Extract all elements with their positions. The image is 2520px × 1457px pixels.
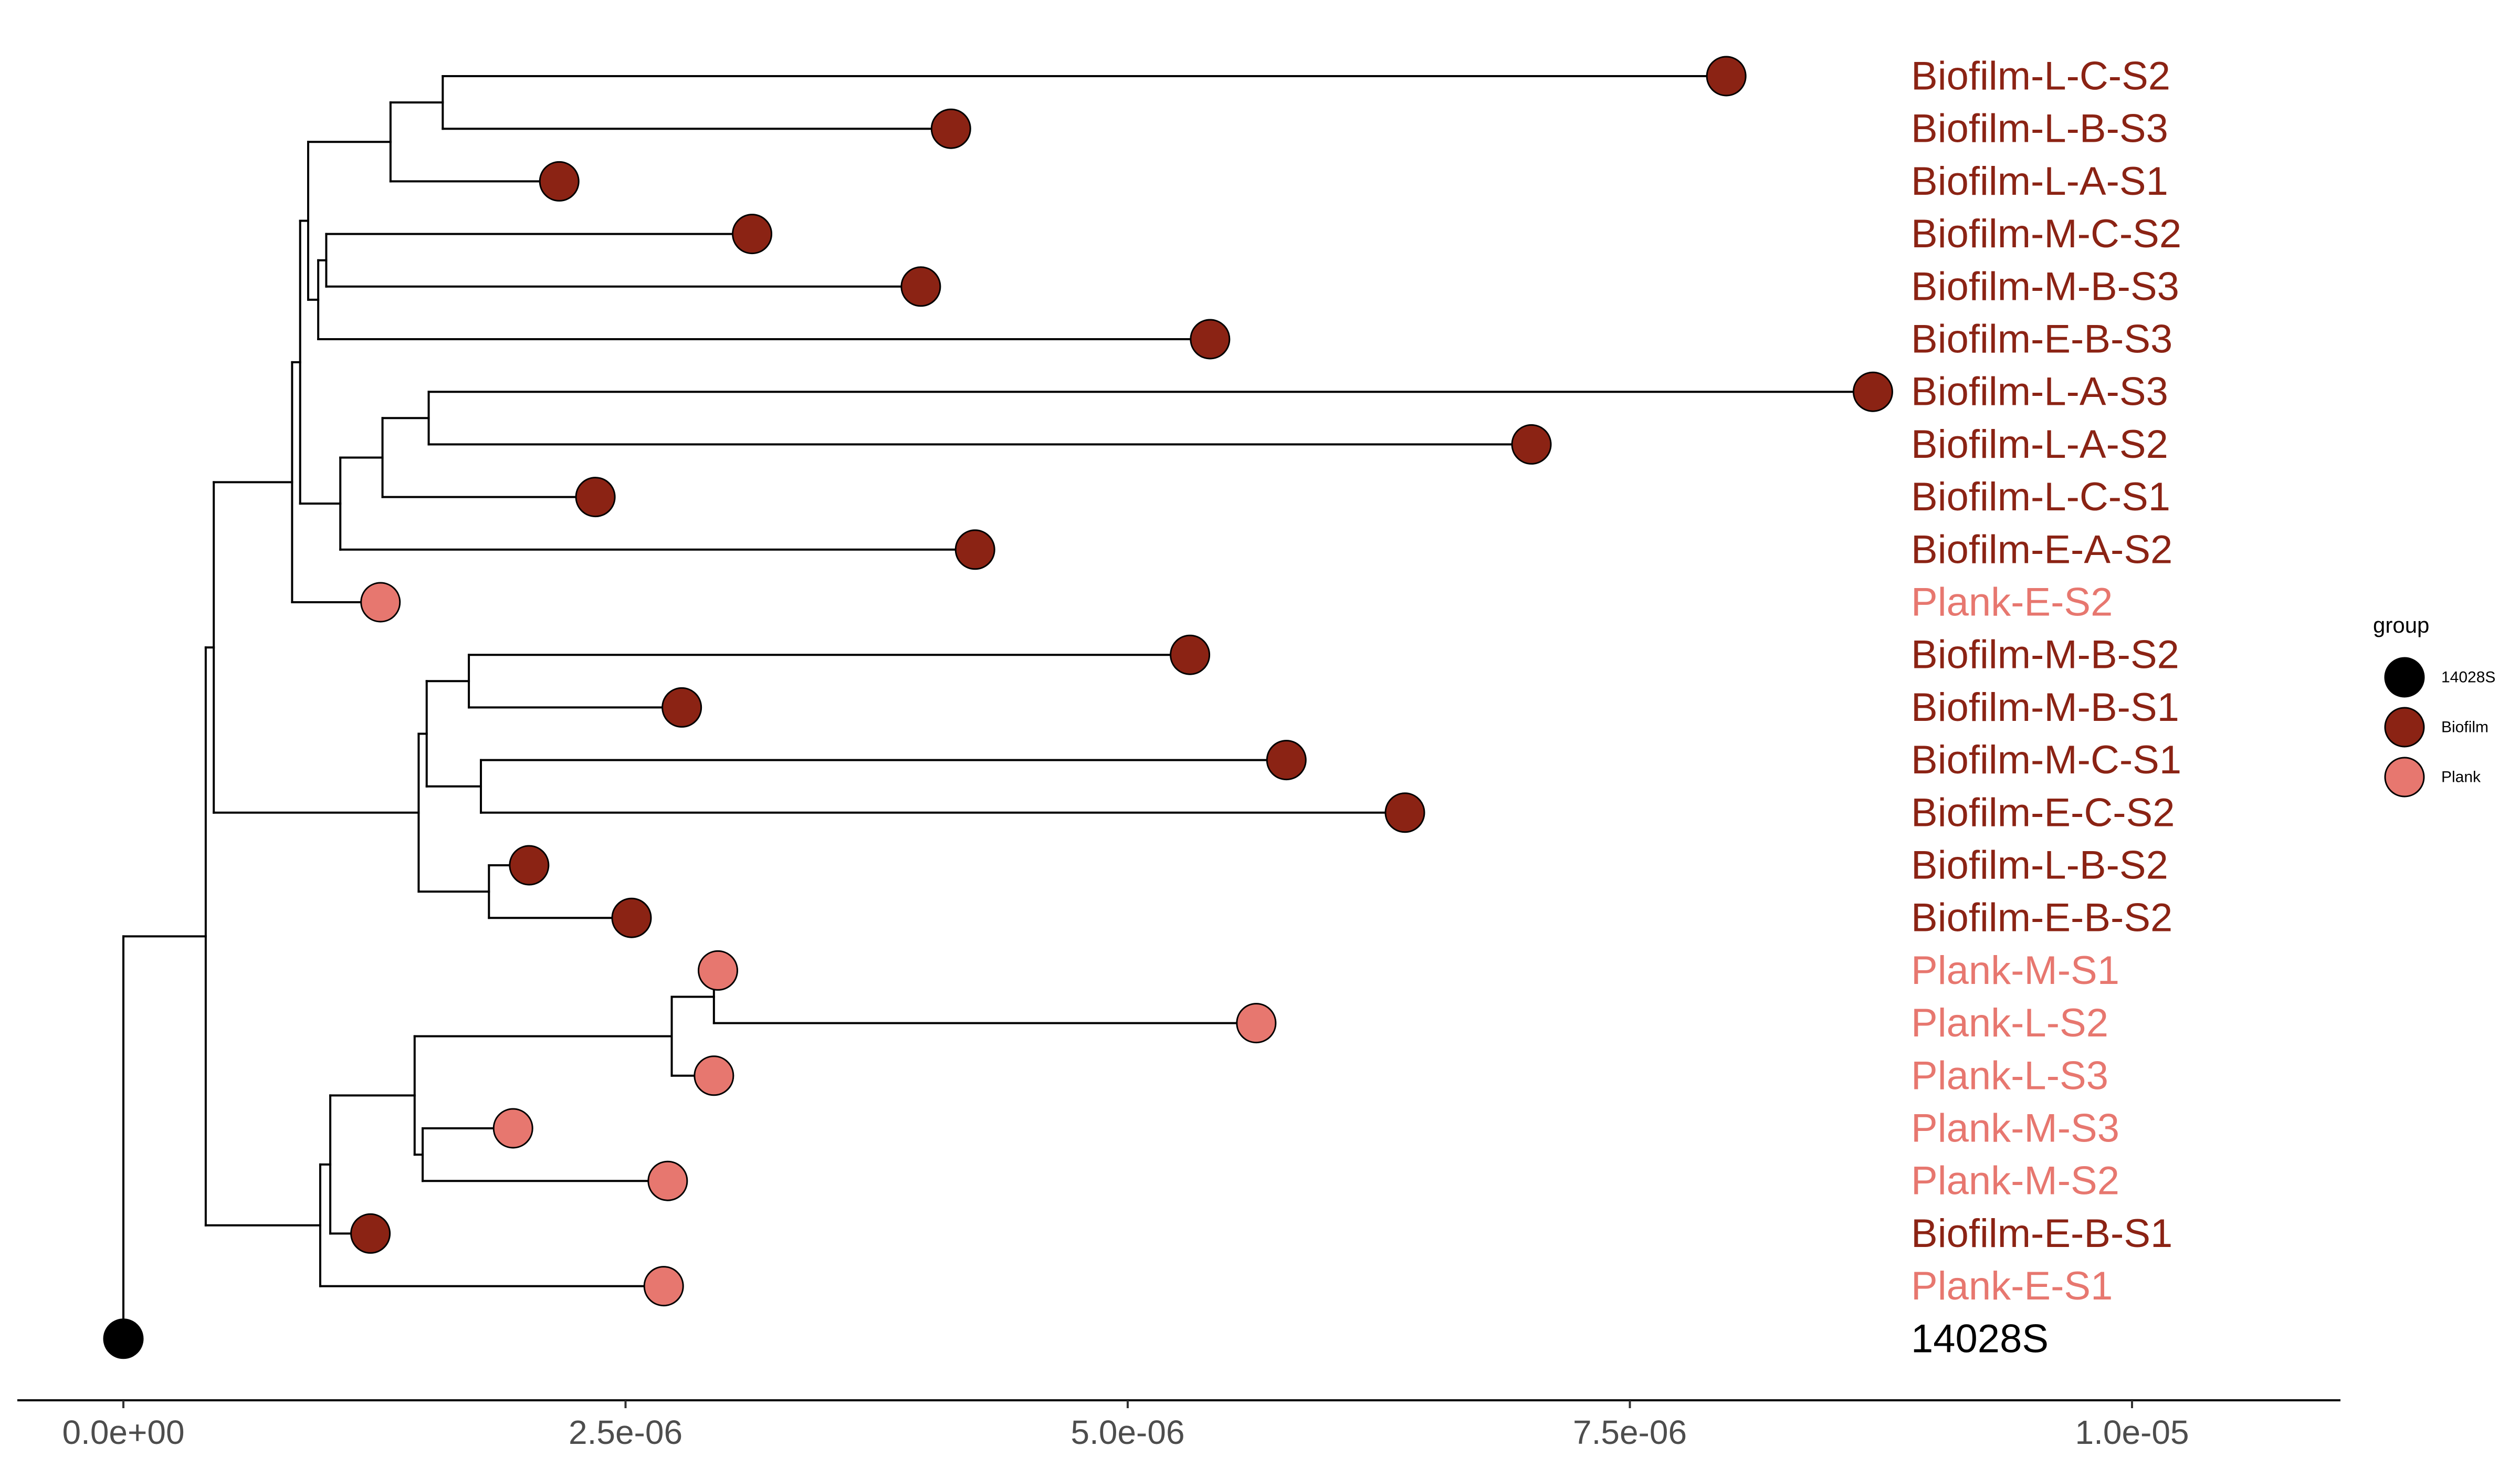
tip-point-biofilm-l-a-s2	[1511, 424, 1552, 465]
tip-point-biofilm-m-b-s2	[1170, 634, 1211, 675]
tip-label-plank-e-s1: Plank-E-S1	[1911, 1264, 2113, 1308]
tip-label-plank-l-s3: Plank-L-S3	[1911, 1053, 2108, 1098]
tip-point-plank-e-s2	[360, 582, 401, 623]
legend-key-plank	[2384, 757, 2425, 798]
tip-label-biofilm-m-b-s1: Biofilm-M-B-S1	[1911, 685, 2179, 730]
tip-point-plank-m-s1	[697, 950, 738, 991]
tip-point-plank-l-s2	[1236, 1003, 1277, 1044]
tip-label-biofilm-e-a-s2: Biofilm-E-A-S2	[1911, 527, 2172, 572]
tip-label-14028s: 14028S	[1911, 1316, 2049, 1361]
tip-point-14028s	[103, 1318, 144, 1359]
tip-point-biofilm-e-b-s3	[1190, 319, 1231, 360]
tip-label-plank-m-s1: Plank-M-S1	[1911, 948, 2119, 993]
legend-label-biofilm: Biofilm	[2441, 719, 2488, 736]
tip-label-biofilm-l-a-s2: Biofilm-L-A-S2	[1911, 422, 2168, 467]
tip-point-biofilm-l-a-s3	[1852, 371, 1893, 412]
legend-key-biofilm	[2384, 707, 2425, 748]
x-tick-label: 5.0e-06	[1070, 1413, 1184, 1451]
tip-label-biofilm-l-b-s3: Biofilm-L-B-S3	[1911, 107, 2168, 151]
legend: group 14028S Biofilm Plank	[2373, 613, 2495, 798]
tree-tips	[103, 56, 1893, 1359]
x-tick-label: 0.0e+00	[62, 1413, 184, 1451]
tip-point-plank-l-s3	[694, 1055, 734, 1096]
tip-label-biofilm-e-b-s3: Biofilm-E-B-S3	[1911, 317, 2172, 362]
tip-labels: Biofilm-L-C-S2 Biofilm-L-B-S3 Biofilm-L-A-…	[1911, 54, 2181, 1361]
tip-point-biofilm-l-b-s2	[509, 845, 550, 886]
tip-point-biofilm-l-a-s1	[539, 161, 580, 202]
tip-point-plank-m-s3	[492, 1108, 533, 1149]
legend-key-14028s	[2384, 657, 2425, 698]
tip-label-biofilm-m-b-s2: Biofilm-M-B-S2	[1911, 633, 2179, 677]
tip-label-biofilm-l-a-s1: Biofilm-L-A-S1	[1911, 159, 2168, 204]
tip-point-biofilm-l-c-s2	[1706, 56, 1747, 97]
tip-label-biofilm-m-c-s1: Biofilm-M-C-S1	[1911, 738, 2181, 782]
tip-label-biofilm-e-b-s1: Biofilm-E-B-S1	[1911, 1211, 2172, 1256]
legend-label-plank: Plank	[2441, 769, 2481, 786]
tip-label-biofilm-l-c-s2: Biofilm-L-C-S2	[1911, 54, 2170, 99]
tip-point-biofilm-m-b-s1	[662, 687, 702, 728]
tip-label-biofilm-l-c-s1: Biofilm-L-C-S1	[1911, 475, 2170, 519]
tip-point-biofilm-l-c-s1	[575, 477, 616, 518]
x-tick-label: 1.0e-05	[2075, 1413, 2189, 1451]
tip-point-biofilm-e-b-s2	[611, 897, 652, 938]
tip-point-biofilm-e-b-s1	[350, 1213, 391, 1254]
x-tick-label: 7.5e-06	[1573, 1413, 1687, 1451]
tip-label-plank-m-s3: Plank-M-S3	[1911, 1106, 2119, 1151]
tip-label-biofilm-e-b-s2: Biofilm-E-B-S2	[1911, 896, 2172, 940]
x-axis-ticks: 0.0e+00 2.5e-06 5.0e-06 7.5e-06 1.0e-05	[62, 1400, 2189, 1451]
tip-label-plank-e-s2: Plank-E-S2	[1911, 580, 2113, 625]
x-tick-label: 2.5e-06	[569, 1413, 682, 1451]
tip-point-biofilm-e-a-s2	[954, 529, 995, 570]
tip-label-biofilm-e-c-s2: Biofilm-E-C-S2	[1911, 790, 2175, 835]
legend-label-14028s: 14028S	[2441, 669, 2495, 686]
tip-point-plank-m-s2	[647, 1160, 688, 1201]
tip-point-biofilm-m-c-s2	[732, 214, 773, 255]
tip-point-biofilm-l-b-s3	[930, 108, 971, 149]
tip-point-plank-e-s1	[643, 1266, 684, 1307]
tip-label-plank-m-s2: Plank-M-S2	[1911, 1159, 2119, 1203]
tip-label-plank-l-s2: Plank-L-S2	[1911, 1001, 2108, 1045]
tip-label-biofilm-m-b-s3: Biofilm-M-B-S3	[1911, 264, 2179, 309]
tip-point-biofilm-m-b-s3	[900, 266, 941, 307]
tip-point-biofilm-e-c-s2	[1384, 792, 1425, 833]
x-axis: 0.0e+00 2.5e-06 5.0e-06 7.5e-06 1.0e-05	[17, 1399, 2340, 1451]
tip-point-biofilm-m-c-s1	[1266, 740, 1307, 781]
tip-label-biofilm-l-b-s2: Biofilm-L-B-S2	[1911, 843, 2168, 888]
legend-entries: 14028S Biofilm Plank	[2384, 657, 2495, 798]
tip-label-biofilm-m-c-s2: Biofilm-M-C-S2	[1911, 212, 2181, 256]
tip-label-biofilm-l-a-s3: Biofilm-L-A-S3	[1911, 370, 2168, 414]
tree-branches	[122, 75, 1874, 1340]
legend-title: group	[2373, 613, 2429, 637]
